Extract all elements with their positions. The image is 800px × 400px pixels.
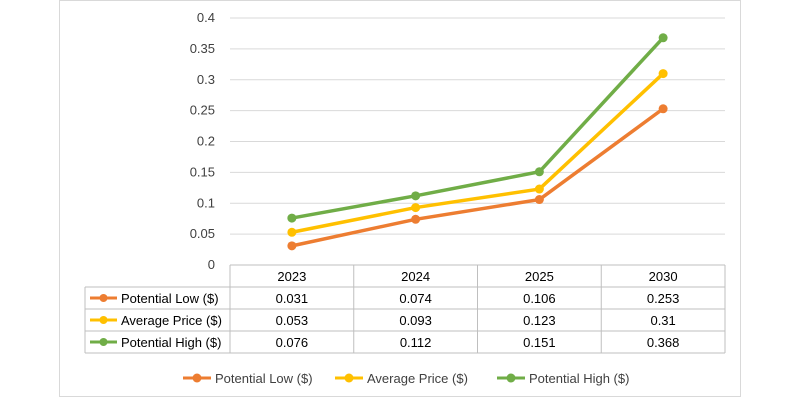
y-tick-label: 0.35 [190, 41, 215, 56]
y-axis-ticks: 0 0.05 0.1 0.15 0.2 0.25 0.3 0.35 0.4 [190, 10, 215, 272]
y-tick-label: 0.1 [197, 195, 215, 210]
table-cell-value: 0.253 [647, 291, 680, 306]
y-tick-label: 0 [208, 257, 215, 272]
data-point [287, 213, 297, 223]
table-legend-key-marker [99, 316, 108, 324]
data-point [658, 69, 668, 79]
table-cell-value: 0.151 [523, 335, 556, 350]
table-cell-value: 0.074 [399, 291, 432, 306]
table-cell-value: 0.053 [276, 313, 309, 328]
data-point [658, 33, 668, 43]
y-tick-label: 0.4 [197, 10, 215, 25]
y-tick-label: 0.2 [197, 134, 215, 149]
gridlines [230, 17, 725, 266]
legend-key-marker [506, 373, 516, 383]
table-series-name: Potential High ($) [121, 335, 221, 350]
data-point [411, 214, 421, 224]
data-table: 2023 2024 2025 2030 Potential Low ($) 0.031 0.… [84, 264, 726, 354]
table-series-name: Potential Low ($) [121, 291, 219, 306]
data-point [411, 203, 421, 213]
series-line [290, 71, 665, 235]
data-point [534, 195, 544, 205]
legend-label: Potential High ($) [529, 371, 629, 386]
legend-label: Average Price ($) [367, 371, 468, 386]
table-cell-value: 0.31 [650, 313, 675, 328]
data-point [534, 184, 544, 194]
data-point [287, 227, 297, 237]
data-point [658, 104, 668, 114]
table-series-name: Average Price ($) [121, 313, 222, 328]
legend-key-marker [344, 373, 354, 383]
table-cell-value: 0.106 [523, 291, 556, 306]
table-cell-value: 0.031 [276, 291, 309, 306]
x-category-label: 2025 [525, 269, 554, 284]
legend-key-marker [192, 373, 202, 383]
table-cell-value: 0.123 [523, 313, 556, 328]
table-cell-value: 0.368 [647, 335, 680, 350]
data-point [287, 241, 297, 251]
series-line [290, 36, 665, 220]
series-line [290, 107, 665, 248]
legend-label: Potential Low ($) [215, 371, 313, 386]
data-point [534, 167, 544, 177]
table-cell-value: 0.112 [400, 335, 432, 350]
x-category-label: 2024 [401, 269, 430, 284]
x-category-label: 2030 [649, 269, 678, 284]
table-legend-key-marker [99, 338, 108, 346]
y-tick-label: 0.3 [197, 72, 215, 87]
y-tick-label: 0.05 [190, 226, 215, 241]
table-legend-key-marker [99, 294, 108, 302]
data-point [411, 191, 421, 201]
table-cell-value: 0.076 [276, 335, 309, 350]
x-category-label: 2023 [277, 269, 306, 284]
table-cell-value: 0.093 [399, 313, 432, 328]
y-tick-label: 0.15 [190, 164, 215, 179]
legend: Potential Low ($) Average Price ($) Potent… [183, 371, 629, 386]
series-lines [287, 33, 668, 251]
y-tick-label: 0.25 [190, 103, 215, 118]
